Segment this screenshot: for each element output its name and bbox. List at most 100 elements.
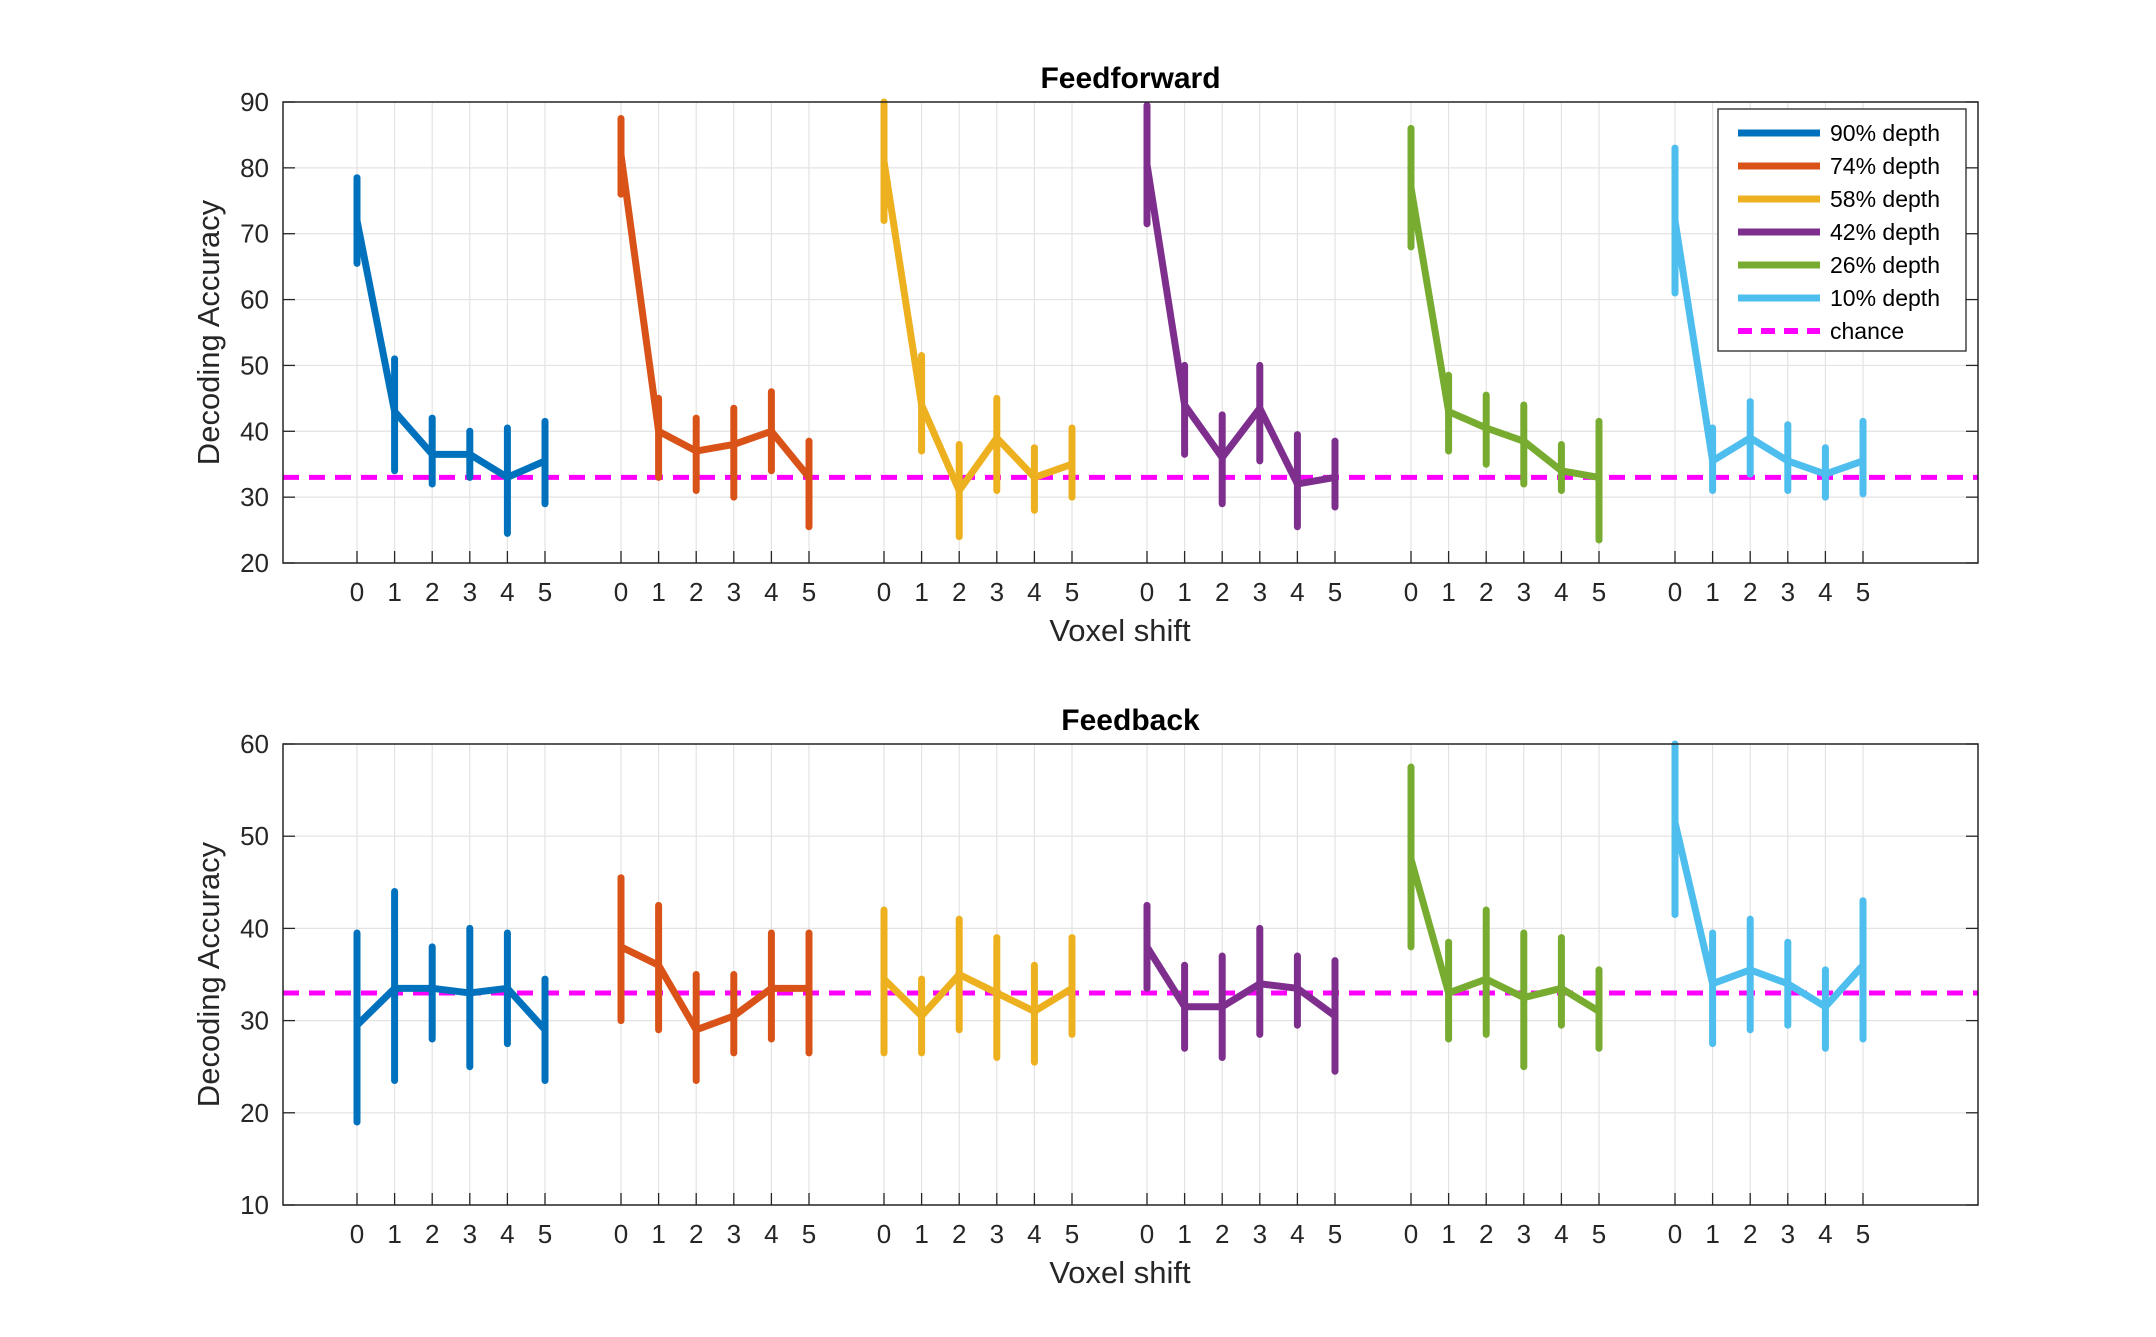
x-tick-label: 3 [727, 577, 741, 607]
x-tick-label: 1 [651, 577, 665, 607]
legend: 90% depth 74% depth 58% depth 42% depth … [1717, 108, 1967, 352]
chart-title: Feedforward [1040, 62, 1220, 95]
x-tick-label: 5 [538, 577, 552, 607]
x-tick-label: 1 [914, 1219, 928, 1249]
x-tick-label: 1 [914, 577, 928, 607]
y-tick-label: 60 [240, 729, 269, 759]
x-tick-label: 2 [952, 1219, 966, 1249]
x-tick-label: 0 [614, 1219, 628, 1249]
x-tick-label: 2 [689, 577, 703, 607]
series-10-depth [1671, 740, 1867, 1052]
x-tick-label: 1 [1177, 577, 1191, 607]
x-tick-label: 4 [1027, 577, 1041, 607]
y-axis-label: Decoding Accuracy [191, 199, 226, 465]
x-tick-label: 1 [1177, 1219, 1191, 1249]
x-tick-label: 1 [1705, 577, 1719, 607]
y-tick-label: 10 [240, 1190, 269, 1220]
x-tick-label: 4 [764, 577, 778, 607]
x-tick-label: 0 [1404, 577, 1418, 607]
series-line [617, 943, 813, 1034]
y-tick-label: 50 [240, 821, 269, 851]
x-tick-label: 5 [538, 1219, 552, 1249]
x-tick-label: 3 [463, 577, 477, 607]
x-tick-label: 3 [1517, 1219, 1531, 1249]
x-tick-label: 0 [1404, 1219, 1418, 1249]
legend-entry-74-depth: 74% depth [1738, 153, 1940, 179]
x-tick-label: 2 [1215, 1219, 1229, 1249]
x-tick-label: 0 [350, 577, 364, 607]
x-tick-label: 3 [1517, 577, 1531, 607]
series-line [1143, 943, 1339, 1020]
y-tick-label: 60 [240, 285, 269, 315]
x-tick-label: 0 [1668, 577, 1682, 607]
y-tick-label: 40 [240, 416, 269, 446]
x-tick-label: 2 [1479, 577, 1493, 607]
x-tick-label: 3 [1253, 577, 1267, 607]
y-tick-label: 30 [240, 482, 269, 512]
plot-frame [282, 101, 1979, 564]
series-line [1671, 818, 1867, 1011]
series-74-depth [617, 114, 813, 531]
x-tick-label: 5 [1856, 577, 1870, 607]
series-90-depth [353, 174, 549, 537]
x-tick-label: 5 [802, 577, 816, 607]
y-tick-label: 30 [240, 1006, 269, 1036]
x-tick-label: 5 [1328, 1219, 1342, 1249]
x-tick-label: 5 [1065, 577, 1079, 607]
x-tick-label: 0 [350, 1219, 364, 1249]
series-10-depth [1671, 144, 1867, 501]
x-tick-label: 3 [1781, 1219, 1795, 1249]
x-tick-label: 2 [1479, 1219, 1493, 1249]
series-58-depth [880, 906, 1076, 1066]
x-tick-label: 3 [463, 1219, 477, 1249]
x-tick-label: 4 [1290, 577, 1304, 607]
series-line [880, 157, 1076, 495]
x-tick-label: 4 [1818, 577, 1832, 607]
x-tick-label: 0 [614, 577, 628, 607]
legend-label: 58% depth [1830, 186, 1940, 212]
y-tick-label: 80 [240, 153, 269, 183]
series-line [1143, 161, 1339, 488]
x-tick-label: 2 [425, 577, 439, 607]
series-line [617, 151, 813, 481]
x-tick-label: 3 [1253, 1219, 1267, 1249]
x-tick-label: 4 [1290, 1219, 1304, 1249]
x-tick-label: 4 [1818, 1219, 1832, 1249]
x-tick-label: 1 [1441, 1219, 1455, 1249]
legend-label: chance [1830, 318, 1904, 344]
x-tick-label: 5 [802, 1219, 816, 1249]
y-tick-label: 20 [240, 548, 269, 578]
y-tick-label: 20 [240, 1098, 269, 1128]
x-tick-label: 5 [1856, 1219, 1870, 1249]
legend-label: 74% depth [1830, 153, 1940, 179]
y-tick-label: 50 [240, 350, 269, 380]
x-tick-label: 3 [727, 1219, 741, 1249]
x-tick-label: 2 [425, 1219, 439, 1249]
x-tick-label: 3 [1781, 577, 1795, 607]
x-tick-label: 1 [651, 1219, 665, 1249]
x-tick-label: 4 [764, 1219, 778, 1249]
legend-entry-58-depth: 58% depth [1738, 186, 1940, 212]
x-tick-label: 2 [1215, 577, 1229, 607]
x-tick-label: 0 [1140, 1219, 1154, 1249]
legend-entry-chance: chance [1738, 318, 1904, 344]
legend-entry-42-depth: 42% depth [1738, 219, 1940, 245]
legend-entry-10-depth: 10% depth [1738, 285, 1940, 311]
x-tick-label: 4 [1554, 577, 1568, 607]
legend-label: 42% depth [1830, 219, 1940, 245]
y-tick-label: 70 [240, 219, 269, 249]
x-tick-label: 2 [952, 577, 966, 607]
x-tick-label: 2 [1743, 1219, 1757, 1249]
x-tick-label: 1 [1705, 1219, 1719, 1249]
x-tick-label: 5 [1592, 577, 1606, 607]
x-tick-label: 1 [387, 577, 401, 607]
x-tick-label: 5 [1592, 1219, 1606, 1249]
series-26-depth [1407, 124, 1603, 544]
x-tick-label: 3 [990, 1219, 1004, 1249]
series-line [1407, 184, 1603, 481]
legend-label: 26% depth [1830, 252, 1940, 278]
series-line [1407, 855, 1603, 1015]
x-tick-label: 5 [1328, 577, 1342, 607]
legend-label: 10% depth [1830, 285, 1940, 311]
